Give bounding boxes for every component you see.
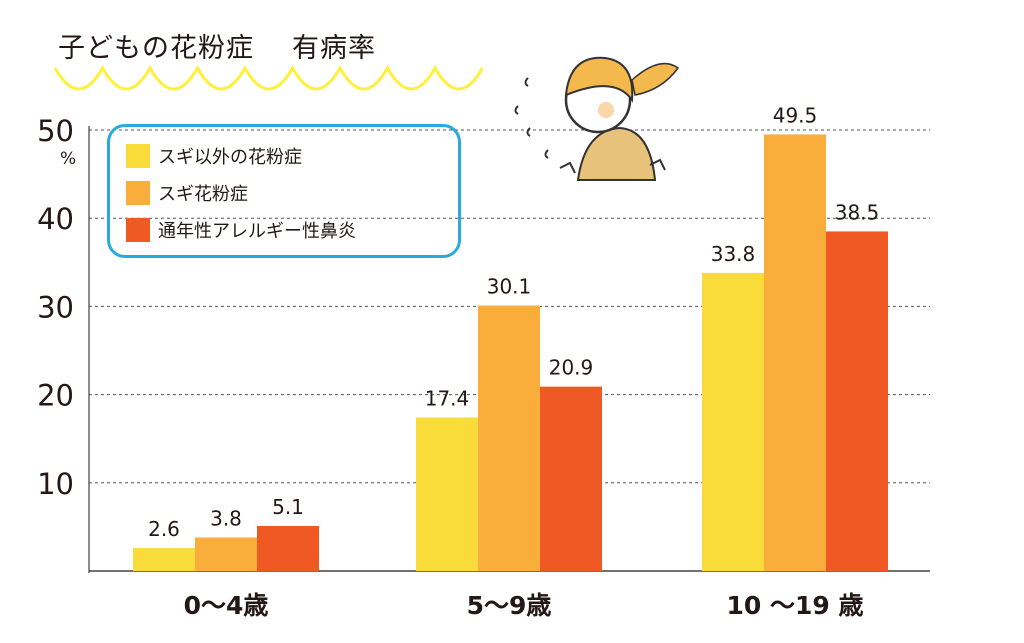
legend-label: スギ花粉症 (158, 184, 248, 205)
data-label: 49.5 (773, 103, 818, 127)
bar (133, 548, 195, 571)
legend: スギ以外の花粉症 スギ花粉症 通年性アレルギー性鼻炎 (107, 124, 461, 258)
chart-title-main: 子どもの花粉症 (58, 33, 254, 64)
data-label: 17.4 (425, 387, 470, 411)
y-tick-label: 20 (37, 379, 74, 413)
data-labels: 2.6 3.8 5.1 17.4 30.1 20.9 33.8 49.5 38.5 (148, 103, 879, 541)
y-tick-label: 50 (37, 114, 74, 148)
x-tick-label: 0〜4歳 (184, 591, 269, 620)
x-tick-label: 5〜9歳 (467, 591, 552, 620)
y-tick-label: 40 (37, 202, 74, 236)
y-tick-label: 30 (37, 290, 74, 324)
legend-item-perennial-rhinitis: 通年性アレルギー性鼻炎 (126, 217, 356, 243)
bar (195, 537, 257, 571)
chart-title: 子どもの花粉症 有病率 (58, 26, 414, 65)
bar (478, 305, 540, 571)
x-tick-label: 10 〜19 歳 (727, 591, 864, 620)
title-scallop-decoration (53, 64, 484, 91)
sneezing-child-illustration (514, 56, 680, 181)
legend-label: 通年性アレルギー性鼻炎 (158, 221, 356, 242)
chart-title-sub: 有病率 (292, 33, 376, 64)
legend-swatch (126, 218, 150, 242)
data-label: 33.8 (711, 242, 756, 266)
scallop-line (53, 64, 484, 91)
bar (764, 134, 826, 571)
data-label: 5.1 (272, 495, 304, 519)
data-label: 30.1 (487, 275, 532, 299)
legend-swatch (126, 144, 150, 168)
bars (133, 134, 888, 571)
bar (702, 272, 764, 571)
legend-swatch (126, 181, 150, 205)
data-label: 2.6 (148, 517, 180, 541)
y-unit-label: % (60, 149, 76, 169)
bar (826, 231, 888, 571)
data-label: 38.5 (835, 200, 880, 224)
y-tick-labels: 10 20 30 40 50 (37, 114, 74, 501)
bar (416, 417, 478, 571)
data-label: 20.9 (549, 356, 594, 380)
y-tick-label: 10 (37, 467, 74, 501)
data-label: 3.8 (210, 506, 242, 530)
legend-label: スギ以外の花粉症 (158, 147, 302, 168)
x-tick-labels: 0〜4歳 5〜9歳 10 〜19 歳 (184, 591, 864, 620)
bar (540, 386, 602, 571)
legend-item-sugi-other: スギ以外の花粉症 (126, 143, 302, 169)
bar (257, 526, 319, 571)
legend-item-sugi: スギ花粉症 (126, 180, 248, 206)
